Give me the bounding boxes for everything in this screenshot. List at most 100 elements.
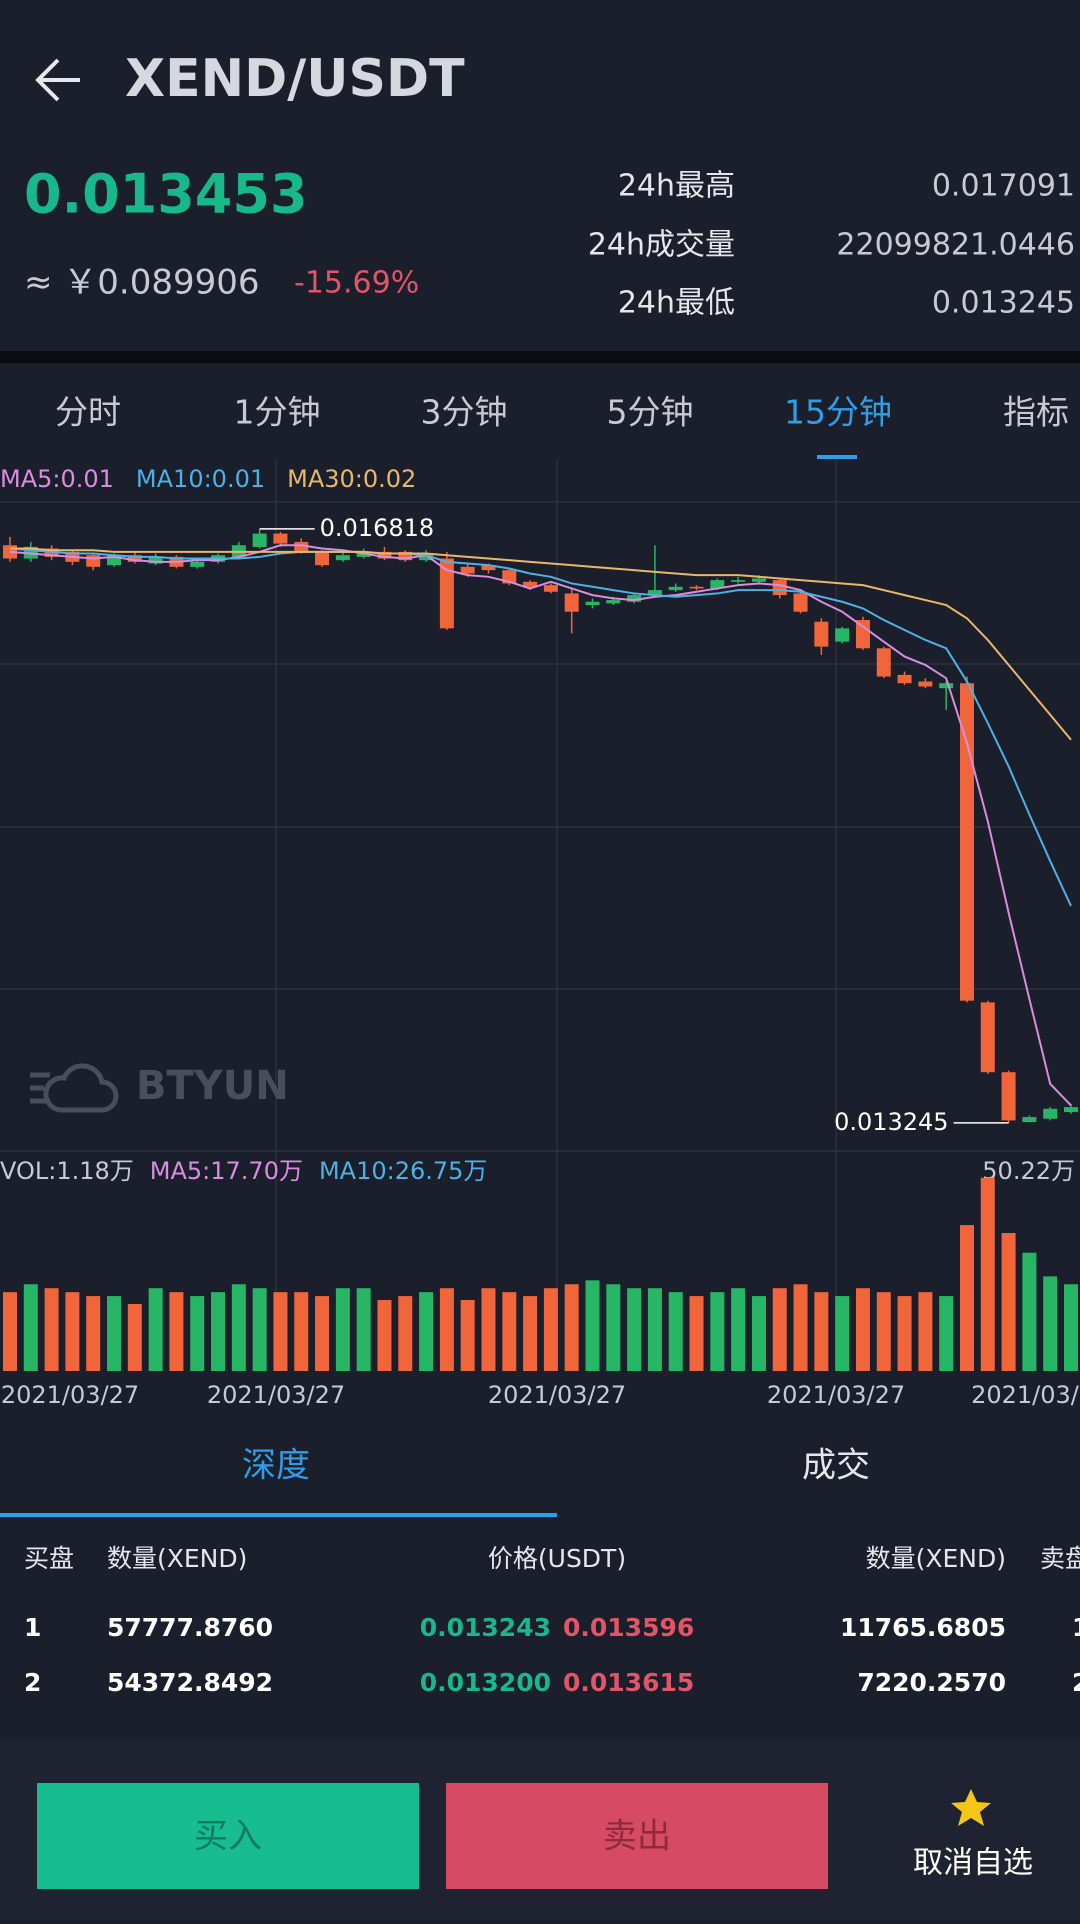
- ob-qty: 7220.2570: [857, 1668, 1006, 1697]
- sell-button[interactable]: [446, 1783, 828, 1889]
- candle-body: [481, 565, 496, 571]
- volume-bar: [148, 1288, 163, 1371]
- volume-bar: [897, 1296, 912, 1371]
- candle-body: [876, 648, 891, 677]
- sell-label: 卖出: [603, 1817, 671, 1857]
- ob-row: 1 57777.8760 0.013243 0.013596 11765.680…: [24, 1613, 1080, 1697]
- candle-body: [627, 595, 642, 602]
- last-price: 0.013453: [24, 163, 308, 226]
- buy-button[interactable]: [37, 1783, 419, 1889]
- volume-bar: [231, 1284, 246, 1371]
- candle-body: [814, 621, 829, 647]
- volume-bar: [1022, 1252, 1037, 1371]
- tab-underline: [817, 455, 857, 459]
- candle-body: [1001, 1072, 1016, 1121]
- candle-body: [523, 581, 538, 587]
- tab[interactable]: 5分钟: [607, 393, 694, 432]
- star-icon[interactable]: [951, 1789, 991, 1826]
- ob-qty: 57777.8760: [107, 1613, 273, 1642]
- ob-index: 2: [24, 1668, 41, 1697]
- ob-index: 2: [1072, 1668, 1080, 1697]
- volume-bar: [855, 1288, 870, 1371]
- candle-body: [398, 551, 413, 561]
- tab-active[interactable]: 15分钟: [784, 393, 892, 432]
- volume-bar: [419, 1292, 434, 1371]
- vol-legend: MA5:17.70万: [150, 1157, 303, 1185]
- candle-body: [1064, 1107, 1078, 1113]
- ma-legend: MA10:0.01: [136, 465, 265, 493]
- trades-tab[interactable]: 成交: [802, 1446, 870, 1486]
- volume-bar: [377, 1300, 392, 1371]
- candle-body: [335, 555, 350, 561]
- volume-bar: [689, 1296, 704, 1371]
- candle-body: [585, 601, 600, 606]
- ob-qty: 11765.6805: [840, 1613, 1006, 1642]
- candle-body: [419, 553, 434, 561]
- stat-label: 24h成交量: [588, 228, 735, 263]
- volume-bar: [564, 1284, 579, 1371]
- candle-body: [980, 1002, 995, 1073]
- ob-qty: 54372.8492: [107, 1668, 273, 1697]
- depth-tabs-bg: [0, 1430, 1080, 1500]
- ma-line: [10, 547, 1072, 741]
- volume-bar: [211, 1292, 226, 1371]
- candle-body: [959, 683, 974, 1001]
- volume-bar: [751, 1296, 766, 1371]
- volume-bar: [585, 1280, 600, 1371]
- volume-bar: [793, 1284, 808, 1371]
- candle-body: [710, 580, 725, 589]
- ob-header: 卖盘: [1040, 1544, 1080, 1573]
- volume-bar: [439, 1288, 454, 1371]
- candle-body: [439, 558, 454, 629]
- tab[interactable]: 指标: [1003, 393, 1069, 432]
- tab[interactable]: 1分钟: [234, 393, 321, 432]
- ma-legend: MA30:0.02: [287, 465, 416, 493]
- candle-body: [1022, 1117, 1037, 1123]
- candle-body: [107, 555, 122, 566]
- volume-bar: [835, 1296, 850, 1371]
- volume-bar: [65, 1292, 80, 1371]
- volume-bar: [481, 1288, 496, 1371]
- pair-title: XEND/USDT: [125, 49, 465, 109]
- change: -15.69%: [294, 266, 419, 301]
- volume-bar: [190, 1296, 205, 1371]
- volume-bar: [939, 1296, 954, 1371]
- min-annotation: 0.013245: [834, 1108, 949, 1136]
- depth-tab[interactable]: 深度: [242, 1446, 310, 1486]
- ob-bid: 0.013200: [420, 1668, 551, 1697]
- candle-body: [86, 555, 101, 567]
- volume-bar: [3, 1292, 17, 1371]
- volume-bar: [502, 1292, 517, 1371]
- vol-tick-label: 50.22万: [982, 1157, 1075, 1185]
- date-label: 2021/03/27: [767, 1381, 905, 1409]
- volume-bar: [294, 1292, 309, 1371]
- volume-bar: [398, 1296, 413, 1371]
- ob-header: 数量(XEND): [866, 1544, 1006, 1573]
- candle-body: [918, 681, 933, 687]
- volume-bar: [460, 1300, 475, 1371]
- ob-index: 1: [24, 1613, 41, 1642]
- back-arrow[interactable]: [35, 58, 80, 102]
- ob-ask: 0.013596: [563, 1613, 694, 1642]
- candle-body: [1043, 1108, 1058, 1119]
- tab[interactable]: 分时: [55, 393, 121, 432]
- volume-bar: [107, 1296, 122, 1371]
- candle-body: [897, 674, 912, 684]
- favorite-label[interactable]: 取消自选: [913, 1846, 1033, 1881]
- volume-bar: [335, 1288, 350, 1371]
- max-annotation: 0.016818: [320, 514, 435, 542]
- volume-bar: [1043, 1276, 1058, 1371]
- candle-body: [689, 586, 704, 589]
- watermark-logo: [30, 1063, 119, 1113]
- candle-body: [751, 578, 766, 582]
- candle-body: [273, 533, 288, 544]
- candle-body: [668, 586, 683, 591]
- volume-bar: [1001, 1233, 1016, 1371]
- candle-body: [148, 556, 163, 564]
- volume-bar: [543, 1288, 558, 1371]
- buy-label: 买入: [194, 1817, 262, 1857]
- tab[interactable]: 3分钟: [421, 393, 508, 432]
